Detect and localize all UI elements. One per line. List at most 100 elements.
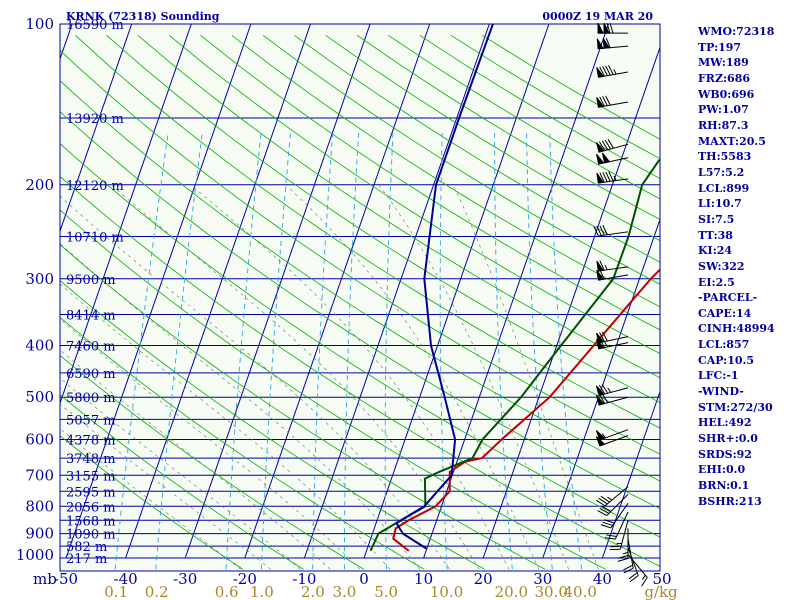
barb-staff (627, 554, 648, 578)
height-label: 7460 m (66, 340, 116, 355)
barb-feather (601, 384, 609, 394)
pressure-tick-label: 1000 (16, 546, 54, 564)
dry-adiabat (294, 34, 660, 263)
stat-item: STM:272/30 (698, 400, 773, 414)
barb-feather (605, 95, 611, 106)
dry-adiabat (60, 80, 660, 482)
barb-feather (604, 519, 615, 524)
stat-item: FRZ:686 (698, 71, 751, 85)
barb-feather (602, 66, 608, 76)
wind-barb (595, 139, 629, 153)
wind-barb (596, 269, 629, 281)
stat-item: PW:1.07 (698, 103, 749, 117)
wind-barb (600, 503, 629, 529)
barb-feather (641, 577, 648, 587)
height-label: 3748 m (66, 452, 116, 467)
height-label: 12120 m (66, 179, 124, 194)
sounding-line (395, 24, 494, 550)
barb-feather (600, 524, 611, 529)
barb-half-feather (613, 69, 617, 75)
barb-feather (593, 226, 599, 237)
stat-item: SI:7.5 (698, 212, 735, 226)
height-label: 1090 m (66, 528, 116, 543)
height-label: 9500 m (66, 273, 116, 288)
barb-pennant (595, 430, 606, 441)
barb-feather (597, 510, 608, 517)
mixing-ratio-line (343, 132, 360, 570)
mixing-ratio-label: 0.2 (145, 583, 169, 600)
mixing-ratio-label: 3.0 (332, 583, 356, 600)
barb-feather (599, 332, 605, 342)
dry-adiabat (60, 49, 660, 455)
barb-pennant (603, 22, 610, 34)
height-label: 217 m (66, 552, 107, 567)
barb-feather (617, 554, 629, 559)
mixing-ratio-label: 5.0 (374, 583, 398, 600)
dry-adiabat (60, 244, 546, 570)
barb-feather (608, 171, 614, 182)
temperature-tick-label: -40 (114, 570, 138, 588)
dry-adiabat (75, 35, 660, 429)
isotherm (125, 24, 311, 559)
barb-feather (629, 575, 639, 583)
barb-pennant (596, 97, 605, 108)
barb-half-feather (622, 551, 629, 555)
barb-feather (601, 505, 612, 512)
mixing-ratio-label: 2.0 (301, 583, 325, 600)
mixing-ratio-line (549, 132, 583, 570)
mixing-ratio-label: 40.0 (564, 583, 597, 600)
barb-feather (605, 37, 611, 48)
barb-staff (614, 511, 629, 540)
barb-pennant (596, 338, 605, 350)
moist-adiabat (60, 403, 271, 570)
barb-half-feather (607, 387, 612, 393)
pressure-tick-label: 500 (25, 388, 54, 406)
barb-pennant (602, 37, 610, 49)
stat-item: EHI:0.0 (698, 463, 746, 477)
barb-feather (608, 65, 614, 75)
mixing-ratio-line (494, 133, 513, 570)
wind-barb (593, 225, 629, 237)
dry-adiabat (60, 354, 365, 570)
barb-feather (602, 172, 608, 183)
stat-item: SW:322 (698, 259, 745, 273)
wind-barb (604, 511, 629, 540)
mixing-ratio-label: 0.1 (104, 583, 128, 600)
barb-feather (599, 225, 605, 236)
wind-barb (609, 520, 629, 551)
sounding-time: 0000Z 19 MAR 20 (542, 10, 653, 23)
dry-adiabat (60, 279, 485, 570)
isotherm (60, 24, 133, 233)
wind-barb (596, 260, 629, 272)
barb-staff (610, 503, 629, 529)
moist-adiabat (60, 243, 420, 570)
dry-adiabat (60, 209, 606, 570)
barb-staff (604, 486, 629, 507)
stat-item: TH:5583 (698, 150, 752, 164)
temperature-tick-label: -10 (292, 570, 316, 588)
barb-feather (599, 66, 605, 77)
barb-pennant (596, 38, 604, 50)
dry-adiabat (60, 394, 304, 570)
barb-feather (599, 338, 605, 348)
height-label: 1568 m (66, 514, 116, 529)
wind-barb (596, 338, 629, 350)
barb-feather (623, 567, 634, 574)
barb-feather (602, 331, 608, 342)
pressure-tick-label: 800 (25, 497, 54, 515)
mixing-ratio-line (526, 132, 553, 570)
temperature-tick-label: 20 (474, 570, 493, 588)
wind-barb (596, 37, 629, 50)
wind-barb (596, 171, 629, 184)
stat-item: CINH:48994 (698, 322, 775, 336)
barb-pennant (596, 260, 605, 272)
stat-item: LCL:899 (698, 181, 750, 195)
mixing-ratio-label: 0.6 (215, 583, 239, 600)
dry-adiabat (168, 34, 660, 354)
height-label: 13920 m (66, 112, 124, 127)
barb-pennant (596, 269, 605, 281)
barb-feather (617, 557, 629, 562)
barb-feather (599, 269, 605, 280)
